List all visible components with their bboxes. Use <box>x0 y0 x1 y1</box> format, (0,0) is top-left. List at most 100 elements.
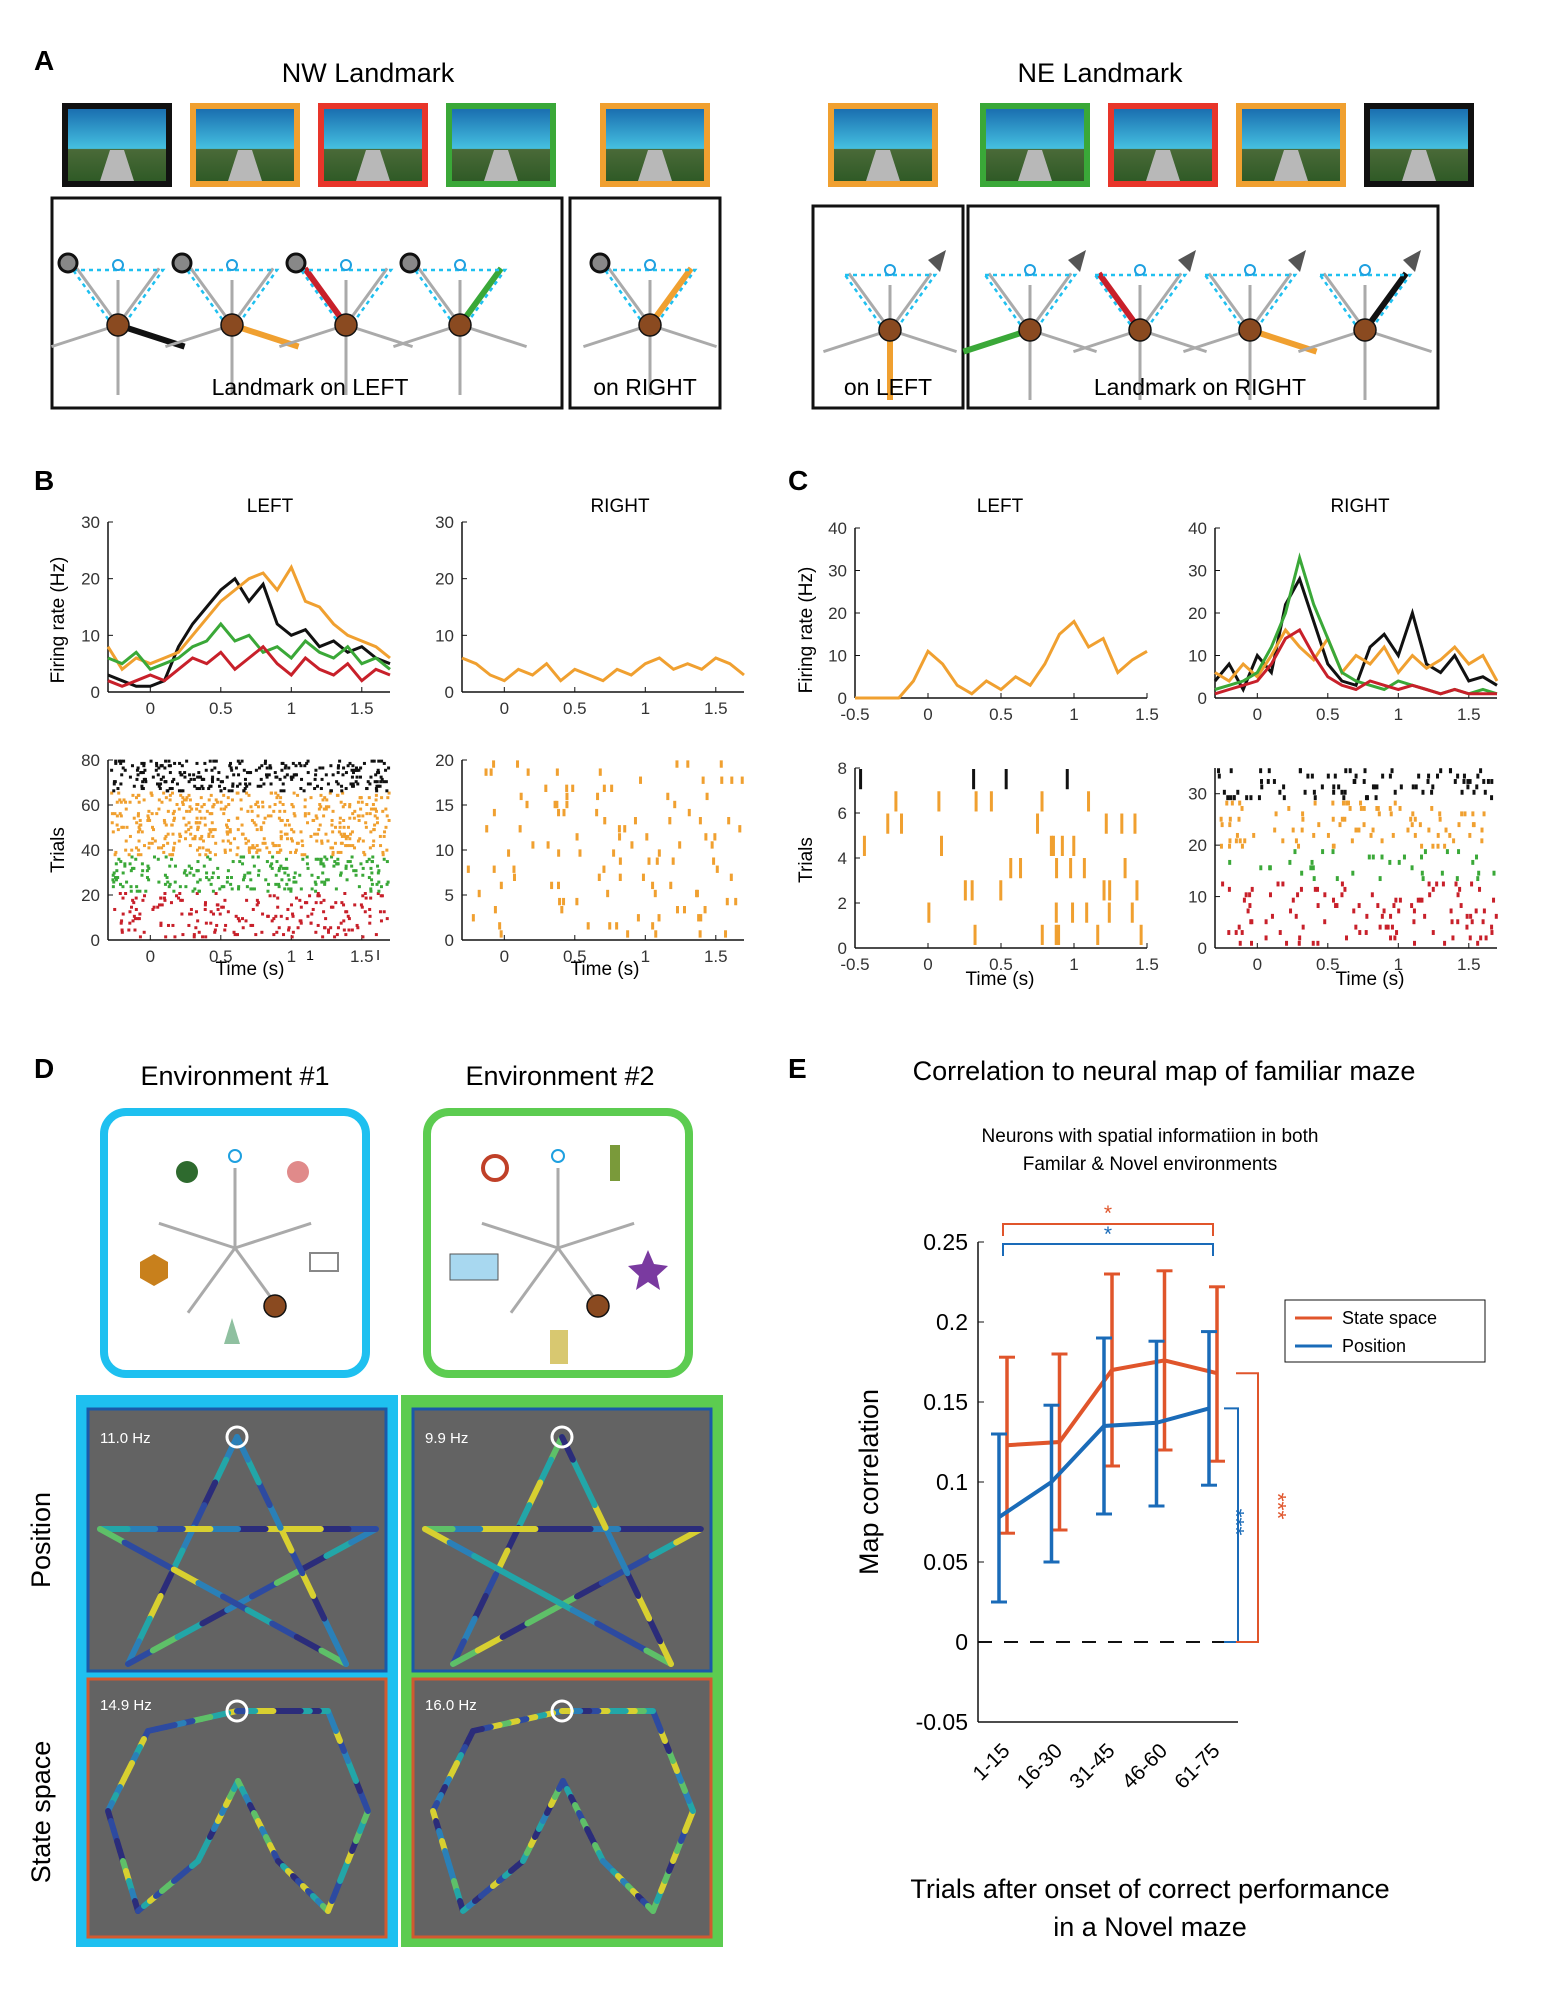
b-left-raster-spike <box>268 850 272 854</box>
b-left-raster-spike <box>225 825 229 829</box>
b-left-raster-spike <box>142 844 146 848</box>
c-right-raster-spike <box>1363 768 1367 774</box>
road <box>484 150 518 181</box>
b-left-raster-spike <box>323 855 327 859</box>
e-sig-mid: * <box>1104 1223 1112 1246</box>
b-right-raster-spike <box>686 760 690 768</box>
c-right-title: RIGHT <box>1330 496 1390 517</box>
c-right-raster-spike <box>1436 843 1440 849</box>
c-right-raster-spike <box>1236 789 1240 795</box>
b-left-raster-spike <box>204 935 208 939</box>
b-left-raster-spike <box>294 880 298 884</box>
b-left-raster-spike <box>275 860 279 864</box>
b-left-raster-spike <box>305 862 309 866</box>
b-right-raster-spike <box>673 800 677 809</box>
b-left-raster-spike <box>226 796 230 800</box>
b-left-raster-spike <box>374 793 378 797</box>
c-right-rate-xtick-label: 0 <box>1253 705 1262 724</box>
b-left-raster-spike <box>146 814 150 818</box>
position-trajectory-segment <box>580 1479 598 1509</box>
b-left-raster-spike <box>147 866 151 870</box>
c-right-raster-spike <box>1389 913 1393 919</box>
b-left-raster-spike <box>121 885 125 889</box>
b-left-raster-spike <box>319 793 323 797</box>
b-left-raster-spike <box>314 768 318 772</box>
c-left-raster-spike <box>999 880 1003 901</box>
c-right-raster-spike <box>1260 784 1264 790</box>
b-left-raster-spike <box>373 780 377 784</box>
b-left-raster-spike <box>157 807 161 811</box>
position-trajectory-segment <box>574 1580 605 1600</box>
water-drop-icon <box>551 1149 565 1163</box>
c-right-raster-spike <box>1260 779 1264 784</box>
e-category-label: 61-75 <box>1170 1739 1224 1793</box>
c-right-raster-spike <box>1445 849 1449 855</box>
b-right-raster-spike <box>499 930 503 938</box>
b-left-raster-spike <box>270 862 274 866</box>
b-left-raster-spike <box>160 764 164 768</box>
c-left-raster-spike <box>1096 924 1100 945</box>
b-left-raster-spike <box>195 848 199 852</box>
b-left-raster-spike <box>346 834 350 838</box>
b-left-raster-spike <box>195 869 199 873</box>
b-left-raster-spike <box>279 830 283 834</box>
c-left-raster-spike <box>1049 835 1053 856</box>
c-right-xlabel: Time (s) <box>1336 969 1405 990</box>
b-left-raster-spike <box>375 784 379 788</box>
b-left-raster-spike <box>252 821 256 825</box>
b-left-raster-spike <box>259 825 263 829</box>
b-left-raster-spike <box>141 898 145 902</box>
c-right-raster-spike <box>1259 865 1263 871</box>
b-left-raster-spike <box>183 869 187 873</box>
b-left-raster-spike <box>120 928 124 932</box>
b-left-raster-spike <box>201 935 205 939</box>
b-left-raster-spike <box>115 800 119 804</box>
b-left-raster-spike <box>210 876 214 880</box>
house-landmark-icon <box>1178 250 1196 272</box>
b-left-raster-spike <box>344 933 348 937</box>
b-left-raster-spike <box>354 869 358 873</box>
b-right-raster-spike <box>598 768 602 776</box>
b-left-raster-spike <box>215 903 219 907</box>
rat-icon <box>448 313 472 337</box>
c-left-raster-spike <box>1069 858 1073 879</box>
b-left-raster-spike <box>309 796 313 800</box>
b-left-raster-spike <box>249 805 253 809</box>
b-left-raster-spike <box>245 784 249 788</box>
b-left-raster-spike <box>320 841 324 845</box>
b-left-raster-spike <box>301 844 305 848</box>
position-trajectory-segment <box>545 1593 576 1613</box>
b-left-raster-spike <box>325 857 329 861</box>
c-right-raster-spike <box>1340 892 1344 898</box>
c-right-raster-spike <box>1490 924 1494 930</box>
b-left-raster-spike <box>133 917 137 921</box>
b-left-raster-spike <box>342 766 346 770</box>
b-left-raster-spike <box>270 866 274 870</box>
b-left-raster-spike <box>329 905 333 909</box>
c-right-raster-spike <box>1479 768 1483 774</box>
b-left-raster-spike <box>203 823 207 827</box>
c-right-raster-spike <box>1443 843 1447 849</box>
c-right-raster-spike <box>1316 903 1320 908</box>
panel-letter-b: B <box>34 465 54 496</box>
c-left-raster-spike <box>1085 902 1089 923</box>
b-left-raster-spike <box>179 898 183 902</box>
b-left-raster-spike <box>385 882 389 886</box>
c-right-raster-spike <box>1288 859 1292 865</box>
b-left-raster-spike <box>382 857 386 861</box>
view-cone <box>842 273 938 341</box>
b-left-raster-spike <box>212 803 216 806</box>
b-left-raster-spike <box>344 864 348 868</box>
b-left-raster-spike <box>347 928 351 932</box>
b-left-raster-spike <box>314 930 318 934</box>
b-left-raster-spike <box>207 878 211 882</box>
b-left-raster-spike <box>262 782 266 786</box>
position-trajectory-segment <box>598 1566 630 1586</box>
e-category-label: 31-45 <box>1065 1739 1119 1793</box>
c-right-raster-spike <box>1420 854 1424 860</box>
c-right-raster-spike <box>1398 806 1402 811</box>
b-left-raster-spike <box>339 873 343 877</box>
b-left-raster-spike <box>339 921 343 925</box>
c-left-raster-spike <box>1123 858 1127 879</box>
c-right-rate-ytick-label: 10 <box>1188 647 1207 666</box>
